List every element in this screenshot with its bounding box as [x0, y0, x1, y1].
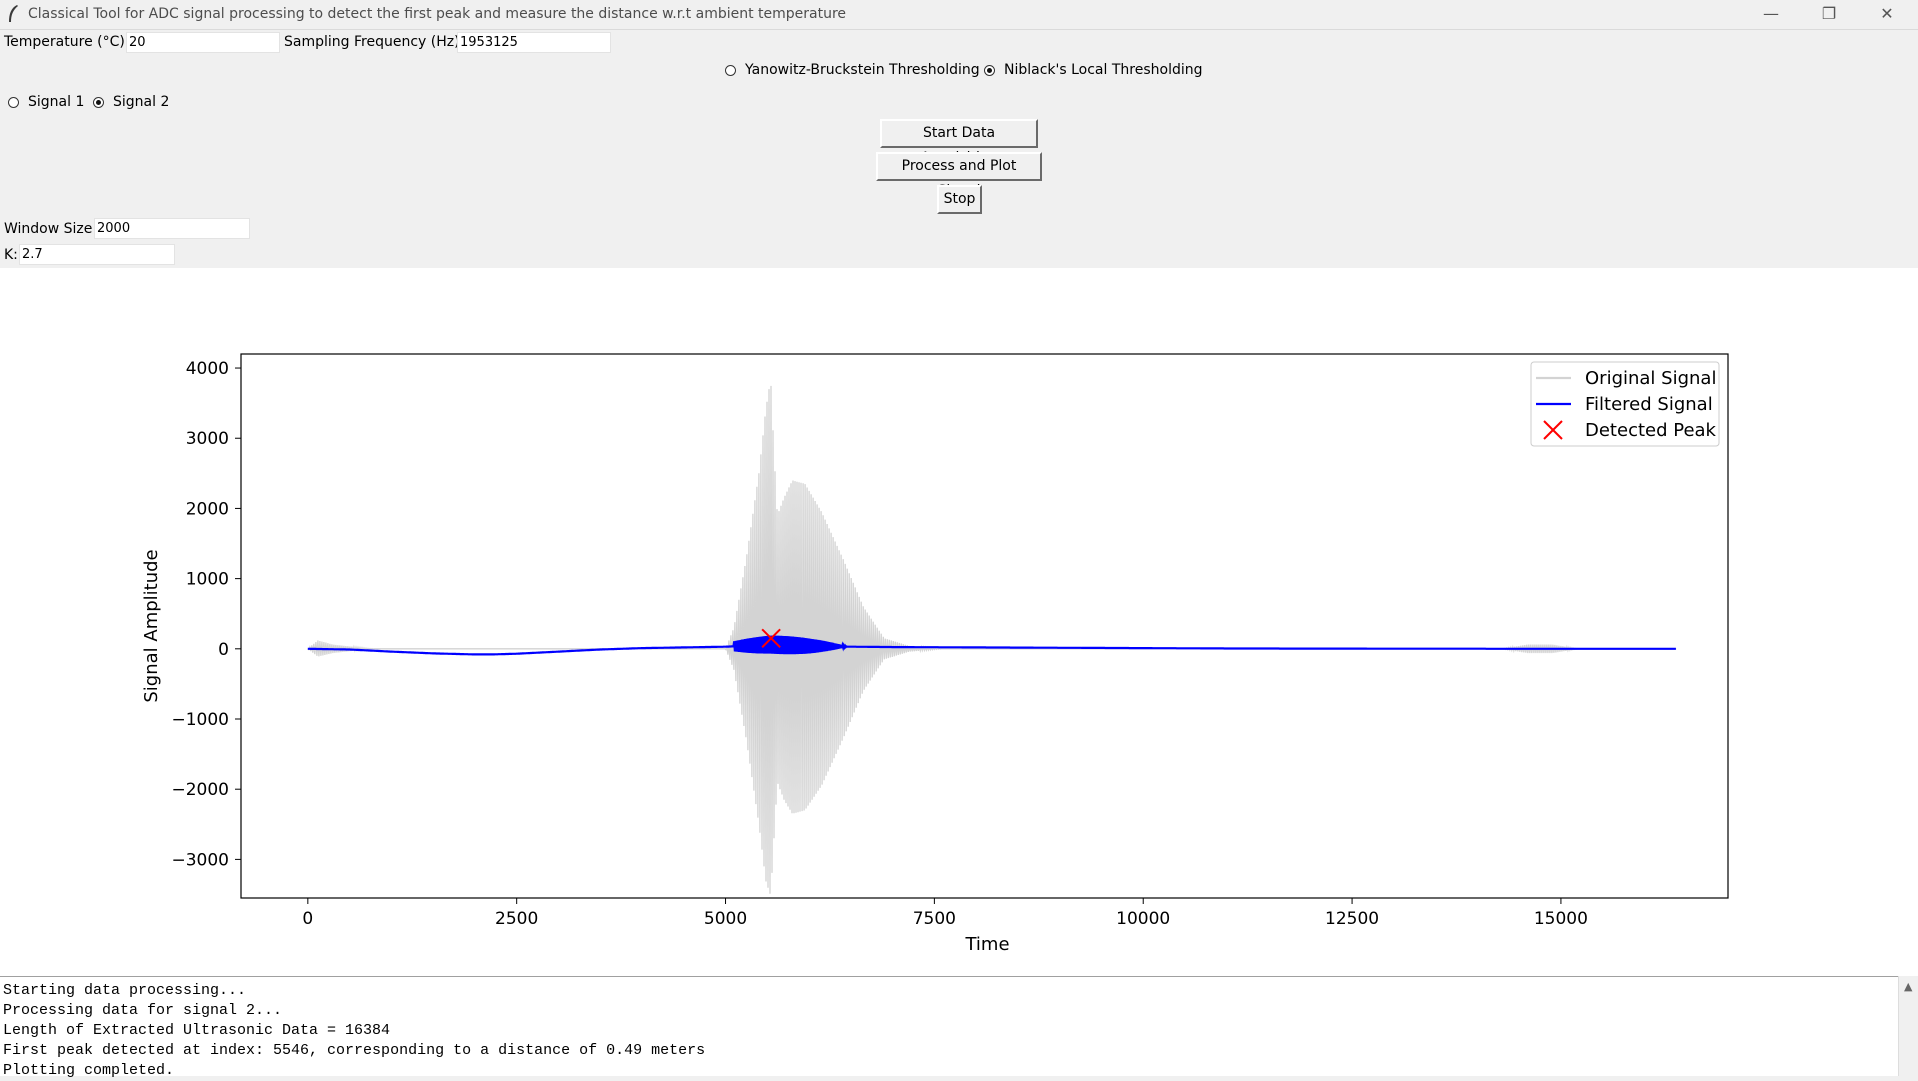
sampling-frequency-label: Sampling Frequency (Hz): — [284, 34, 465, 50]
radio-label: Signal 2 — [113, 94, 170, 110]
console-line: Length of Extracted Ultrasonic Data = 16… — [3, 1022, 391, 1039]
start-data-acquisition-button[interactable]: Start Data Acquisition — [880, 119, 1038, 166]
window-titlebar: Classical Tool for ADC signal processing… — [0, 0, 1918, 30]
y-tick-label: 0 — [218, 640, 229, 660]
signal-chart: 0 2500 5000 7500 10000 12500 15000400030002000… — [141, 353, 1729, 955]
y-tick-label: −2000 — [171, 780, 229, 800]
legend-box — [1530, 361, 1720, 447]
radio-indicator-selected — [984, 64, 995, 76]
radio-indicator-selected — [93, 96, 104, 108]
x-tick-label: 7500 — [913, 909, 956, 929]
temperature-input[interactable] — [126, 32, 280, 53]
filtered-signal-line — [307, 635, 1676, 656]
x-tick-label: 0 — [302, 909, 313, 929]
sampling-frequency-input[interactable] — [457, 32, 611, 53]
close-button[interactable]: ✕ — [1880, 4, 1894, 23]
x-tick-label: 5000 — [704, 909, 747, 929]
radio-niblack[interactable]: Niblack's Local Thresholding — [984, 62, 1203, 78]
radio-indicator — [725, 64, 736, 76]
window-size-input[interactable] — [94, 218, 250, 239]
y-tick-label: −3000 — [171, 850, 229, 870]
stop-button[interactable]: Stop — [937, 185, 982, 214]
console-line: Plotting completed. — [3, 1062, 175, 1079]
x-tick-label: 15000 — [1534, 909, 1588, 929]
detected-peak-marker — [761, 628, 781, 648]
process-and-plot-button[interactable]: Process and Plot Signal — [876, 152, 1042, 199]
scroll-up-arrow-icon[interactable]: ▲ — [1904, 980, 1913, 993]
temperature-label: Temperature (°C): — [4, 34, 130, 50]
peak-marker-stroke — [761, 628, 781, 648]
minimize-button[interactable]: — — [1763, 4, 1779, 23]
x-tick-label: 10000 — [1116, 909, 1170, 929]
radio-label: Signal 1 — [28, 94, 85, 110]
y-axis-label: Signal Amplitude — [141, 549, 162, 702]
k-input[interactable] — [19, 244, 175, 265]
radio-label: Niblack's Local Thresholding — [1004, 62, 1203, 78]
console-output[interactable]: Starting data processing... Processing da… — [0, 976, 1898, 1079]
plot-frame — [240, 353, 1729, 899]
radio-signal-1[interactable]: Signal 1 — [8, 94, 84, 110]
plot-background — [241, 354, 1728, 898]
console-line: First peak detected at index: 5546, corr… — [3, 1042, 706, 1059]
y-tick-label: 3000 — [186, 429, 229, 449]
y-tick-label: 2000 — [186, 499, 229, 519]
radio-indicator — [8, 96, 19, 108]
y-tick-label: 1000 — [186, 570, 229, 590]
console-line: Starting data processing... — [3, 982, 247, 999]
legend-entry-label: Detected Peak — [1585, 420, 1717, 441]
radio-signal-2[interactable]: Signal 2 — [93, 94, 169, 110]
x-axis-label: Time — [964, 934, 1009, 955]
radio-label: Yanowitz-Bruckstein Thresholding — [745, 62, 980, 78]
legend-entry-label: Filtered Signal — [1585, 394, 1713, 415]
maximize-button[interactable]: ❐ — [1821, 4, 1837, 23]
window-size-label: Window Size: — [4, 221, 98, 237]
k-label: K: — [4, 247, 18, 263]
y-tick-label: −1000 — [171, 710, 229, 730]
legend-entry-label: Original Signal — [1585, 368, 1716, 389]
plot-canvas: 0 2500 5000 7500 10000 12500 15000 4000 3000 2000… — [0, 268, 1918, 976]
y-tick-label: 4000 — [186, 359, 229, 379]
console-line: Processing data for signal 2... — [3, 1002, 283, 1019]
x-tick-label: 2500 — [495, 909, 538, 929]
x-tick-label: 12500 — [1325, 909, 1379, 929]
window-title: Classical Tool for ADC signal processing… — [28, 6, 847, 22]
feather-app-icon — [9, 5, 18, 22]
console-scrollbar[interactable]: ▲ — [1898, 976, 1918, 1076]
legend-marker-stroke — [1543, 420, 1563, 440]
radio-yanowitz-bruckstein[interactable]: Yanowitz-Bruckstein Thresholding — [725, 62, 980, 78]
